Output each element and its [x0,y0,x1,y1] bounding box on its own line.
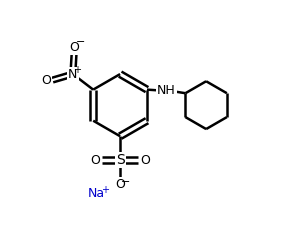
Text: O: O [69,41,79,54]
Text: NH: NH [157,84,175,97]
Text: O: O [115,178,125,191]
Text: Na: Na [88,187,105,200]
Text: +: + [73,65,81,75]
Text: +: + [101,185,109,196]
Text: S: S [116,153,124,167]
Text: O: O [41,74,51,87]
Text: −: − [121,177,130,187]
Text: O: O [90,154,101,167]
Text: O: O [140,154,150,167]
Text: N: N [68,68,77,81]
Text: −: − [75,37,85,47]
